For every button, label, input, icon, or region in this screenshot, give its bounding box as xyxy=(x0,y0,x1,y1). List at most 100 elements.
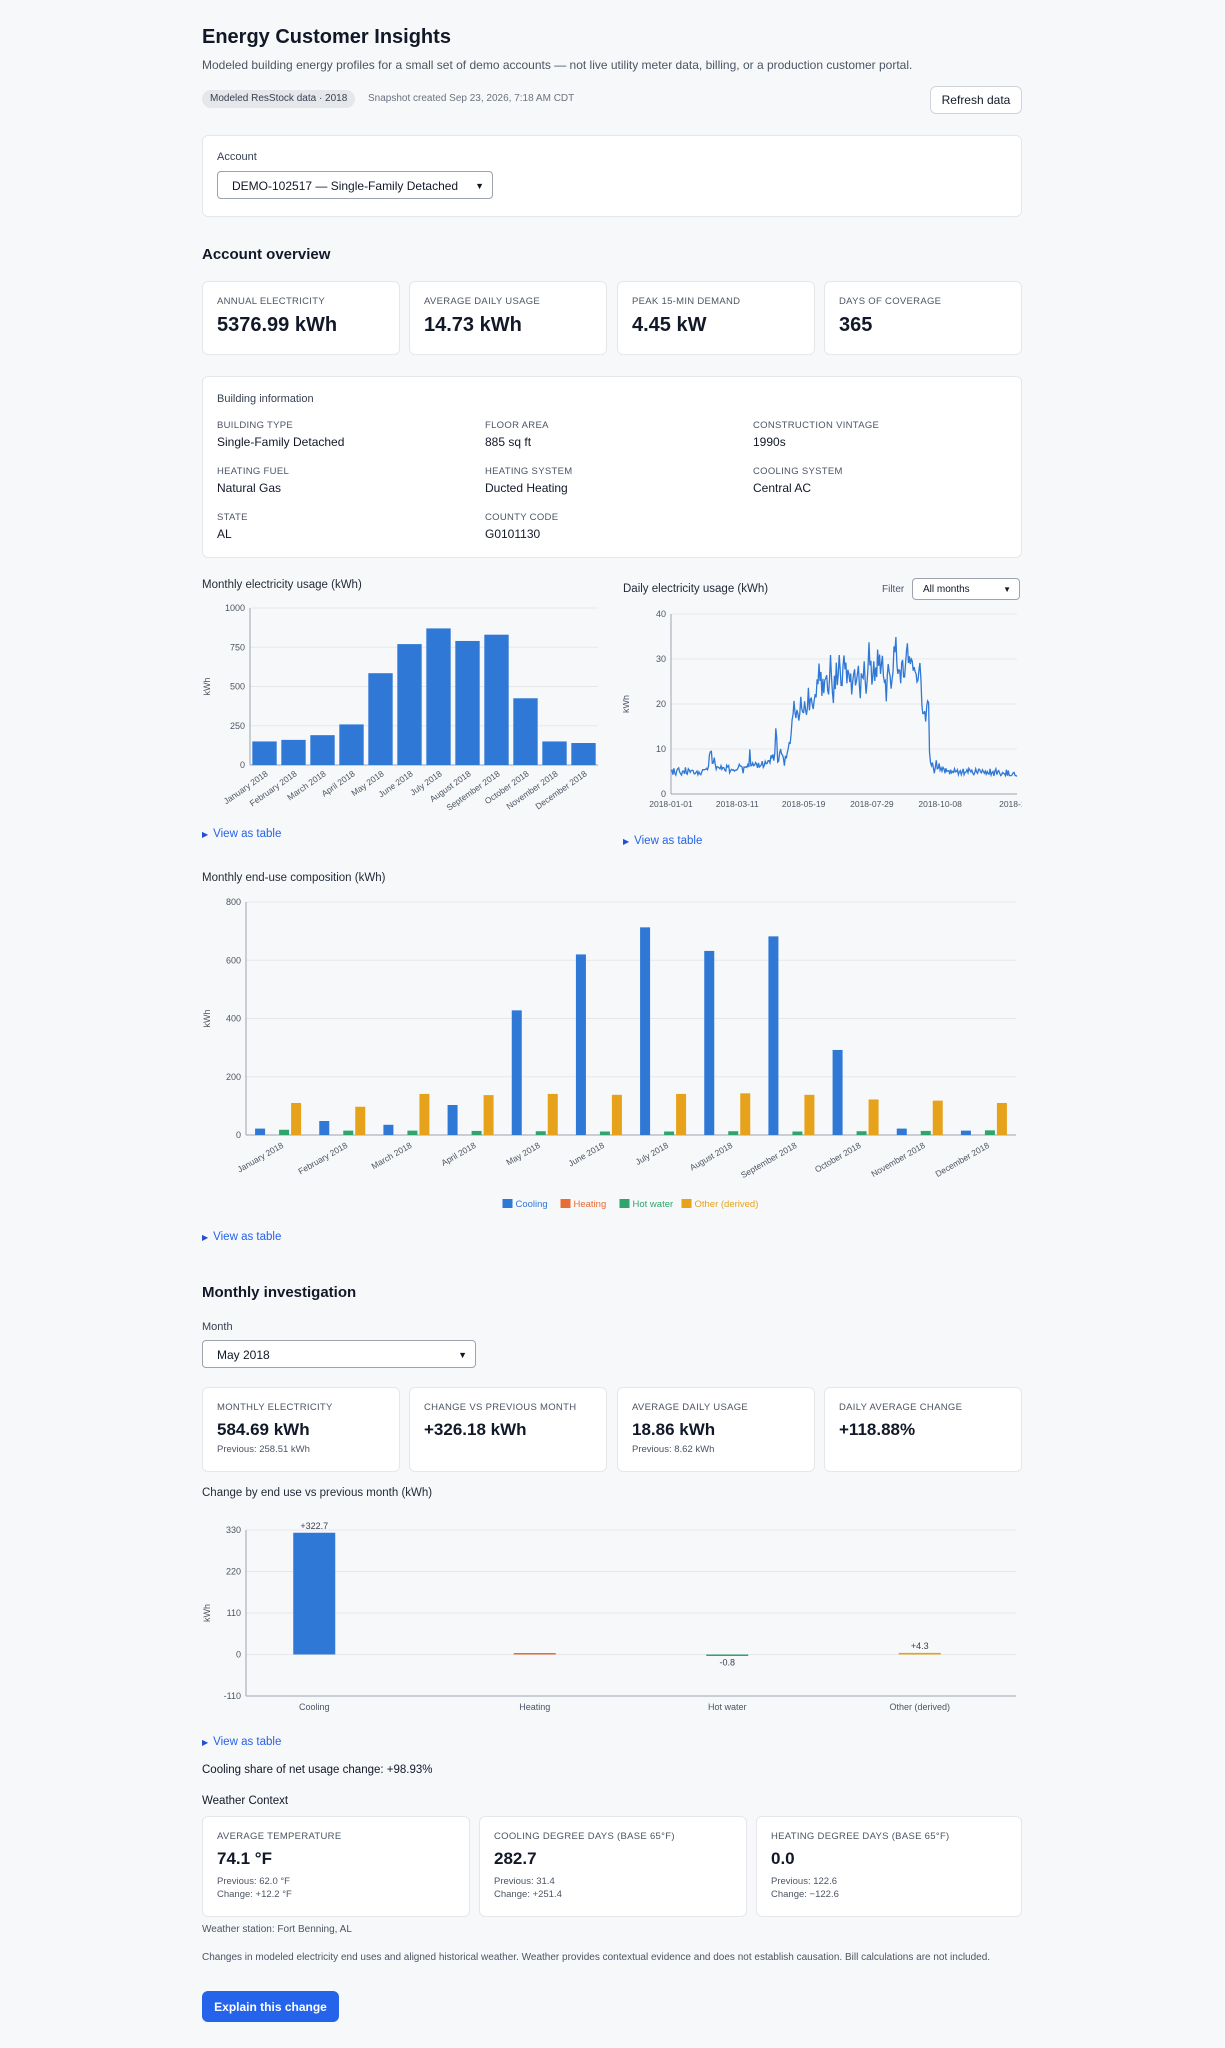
weather-change: Change: +12.2 °F xyxy=(217,1889,292,1900)
y-tick-label: 30 xyxy=(656,654,666,664)
monthly-view-table-link[interactable]: ▶ View as table xyxy=(202,828,281,840)
bar-hot-water xyxy=(728,1131,739,1135)
monthly-chart-title: Monthly electricity usage (kWh) xyxy=(202,579,362,591)
daily-chart-title: Daily electricity usage (kWh) xyxy=(623,583,769,595)
kpi-previous: Previous: 258.51 kWh xyxy=(217,1444,310,1455)
legend-label: Other (derived) xyxy=(695,1199,759,1210)
info-value: AL xyxy=(217,527,232,541)
enduse-chart-title: Monthly end-use composition (kWh) xyxy=(202,872,386,884)
link-label: View as table xyxy=(213,1736,282,1748)
x-tick-label: 2018-01-01 xyxy=(649,799,693,809)
bar xyxy=(513,698,538,765)
y-tick-label: 0 xyxy=(240,760,245,770)
link-label: View as table xyxy=(213,828,282,840)
weather-station: Weather station: Fort Benning, AL xyxy=(202,1924,352,1935)
info-value: G0101130 xyxy=(485,527,541,541)
weather-value: 0.0 xyxy=(771,1849,795,1868)
x-tick-label: December 2018 xyxy=(533,768,589,811)
kpi-label: Monthly electricity xyxy=(217,1402,333,1413)
change-chart-title: Change by end use vs previous month (kWh… xyxy=(202,1487,433,1499)
bar xyxy=(252,741,277,765)
weather-card-temperature: Average temperature 74.1 °F Previous: 62… xyxy=(202,1816,470,1917)
y-tick-label: 400 xyxy=(226,1014,241,1024)
info-value: Natural Gas xyxy=(217,481,282,495)
account-select[interactable]: DEMO-102517 — Single-Family Detached ▼ xyxy=(217,171,493,199)
info-label: Heating fuel xyxy=(217,466,290,477)
weather-label: Cooling degree days (base 65°F) xyxy=(494,1831,675,1842)
bar-other-derived xyxy=(355,1106,366,1135)
x-tick-label: Heating xyxy=(519,1702,550,1712)
change-view-table-link[interactable]: ▶ View as table xyxy=(202,1736,281,1748)
x-tick-label: 2018-07-29 xyxy=(850,799,894,809)
chevron-down-icon: ▼ xyxy=(458,1350,467,1360)
legend-swatch xyxy=(502,1199,513,1208)
explain-change-button[interactable]: Explain this change xyxy=(202,1991,339,2022)
x-tick-label: 2018-05-19 xyxy=(782,799,826,809)
weather-card-heating-degree-days: Heating degree days (base 65°F) 0.0 Prev… xyxy=(756,1816,1022,1917)
x-tick-label: May 2018 xyxy=(504,1140,542,1167)
building-info-heading: Building information xyxy=(217,393,314,405)
daily-view-table-link[interactable]: ▶ View as table xyxy=(623,835,702,847)
month-select[interactable]: May 2018 ▼ xyxy=(202,1340,476,1368)
kpi-peak-demand: Peak 15-min demand 4.45 kW xyxy=(617,281,815,355)
bar xyxy=(571,743,596,765)
filter-label: Filter xyxy=(882,584,905,595)
x-tick-label: 2018-03-11 xyxy=(716,799,759,809)
enduse-composition-chart: 0 200 400 600 800 kWh January 2018 February 201… xyxy=(202,897,1016,1210)
y-tick-label: 750 xyxy=(230,642,245,652)
kpi-label: Days of coverage xyxy=(839,296,942,307)
kpi-change-vs-previous: Change vs previous month +326.18 kWh xyxy=(409,1387,607,1472)
info-label: Construction vintage xyxy=(753,420,880,431)
enduse-view-table-link[interactable]: ▶ View as table xyxy=(202,1231,281,1243)
change-bar xyxy=(513,1653,556,1655)
y-tick-label: 250 xyxy=(230,721,245,731)
y-tick-label: 0 xyxy=(236,1650,241,1660)
kpi-average-daily: Average daily usage 18.86 kWh Previous: … xyxy=(617,1387,815,1472)
y-axis-label: kWh xyxy=(202,1604,212,1622)
refresh-button[interactable]: Refresh data xyxy=(930,86,1022,114)
info-value: Single-Family Detached xyxy=(217,435,345,449)
investigation-heading: Monthly investigation xyxy=(202,1284,357,1301)
weather-value: 282.7 xyxy=(494,1849,537,1868)
legend-swatch xyxy=(560,1199,571,1208)
bar-cooling xyxy=(383,1124,394,1135)
month-select-value: May 2018 xyxy=(217,1348,270,1362)
kpi-value: 5376.99 kWh xyxy=(217,314,338,336)
snapshot-text: Snapshot created Sep 23, 2026, 7:18 AM C… xyxy=(368,93,575,104)
y-tick-label: 800 xyxy=(226,897,241,907)
weather-label: Average temperature xyxy=(217,1831,342,1842)
bar-other-derived xyxy=(291,1102,302,1135)
kpi-average-daily-usage: Average daily usage 14.73 kWh xyxy=(409,281,607,355)
bar-cooling xyxy=(575,954,586,1135)
overview-heading: Account overview xyxy=(202,246,331,263)
bar-other-derived xyxy=(996,1102,1007,1135)
bar-cooling xyxy=(640,927,651,1135)
bar-other-derived xyxy=(483,1095,494,1135)
bar-other-derived xyxy=(611,1094,622,1135)
legend-label: Cooling xyxy=(516,1199,548,1210)
bar-cooling xyxy=(960,1130,971,1135)
x-tick-label: 2018-12-31 xyxy=(999,799,1022,809)
bar-other-derived xyxy=(676,1093,687,1135)
info-label: Floor area xyxy=(485,420,549,431)
bar xyxy=(281,739,306,765)
x-tick-label: 2018-10-08 xyxy=(918,799,962,809)
kpi-monthly-electricity: Monthly electricity 584.69 kWh Previous:… xyxy=(202,1387,400,1472)
y-tick-label: 110 xyxy=(227,1608,241,1618)
info-label: Heating system xyxy=(485,466,573,477)
link-label: View as table xyxy=(213,1231,282,1243)
bar-cooling xyxy=(511,1010,522,1135)
data-label: +4.3 xyxy=(911,1641,929,1651)
x-tick-label: June 2018 xyxy=(567,1140,607,1169)
y-tick-label: 330 xyxy=(226,1525,241,1535)
daily-usage-chart: 0 10 20 30 40 kWh 2018-01-01 2018-03-11 2018-05-… xyxy=(623,609,1022,809)
chevron-down-icon: ▼ xyxy=(475,181,484,191)
building-info-card: Building information Building type Singl… xyxy=(202,376,1022,558)
y-tick-label: 1000 xyxy=(225,603,245,613)
account-card: Account DEMO-102517 — Single-Family Deta… xyxy=(202,135,1022,217)
x-tick-label: Other (derived) xyxy=(889,1702,950,1712)
info-value: Ducted Heating xyxy=(485,481,568,495)
bar-other-derived xyxy=(547,1093,558,1135)
month-filter-select[interactable]: All months ▼ xyxy=(912,578,1020,600)
cooling-share-text: Cooling share of net usage change: +98.9… xyxy=(202,1764,433,1776)
